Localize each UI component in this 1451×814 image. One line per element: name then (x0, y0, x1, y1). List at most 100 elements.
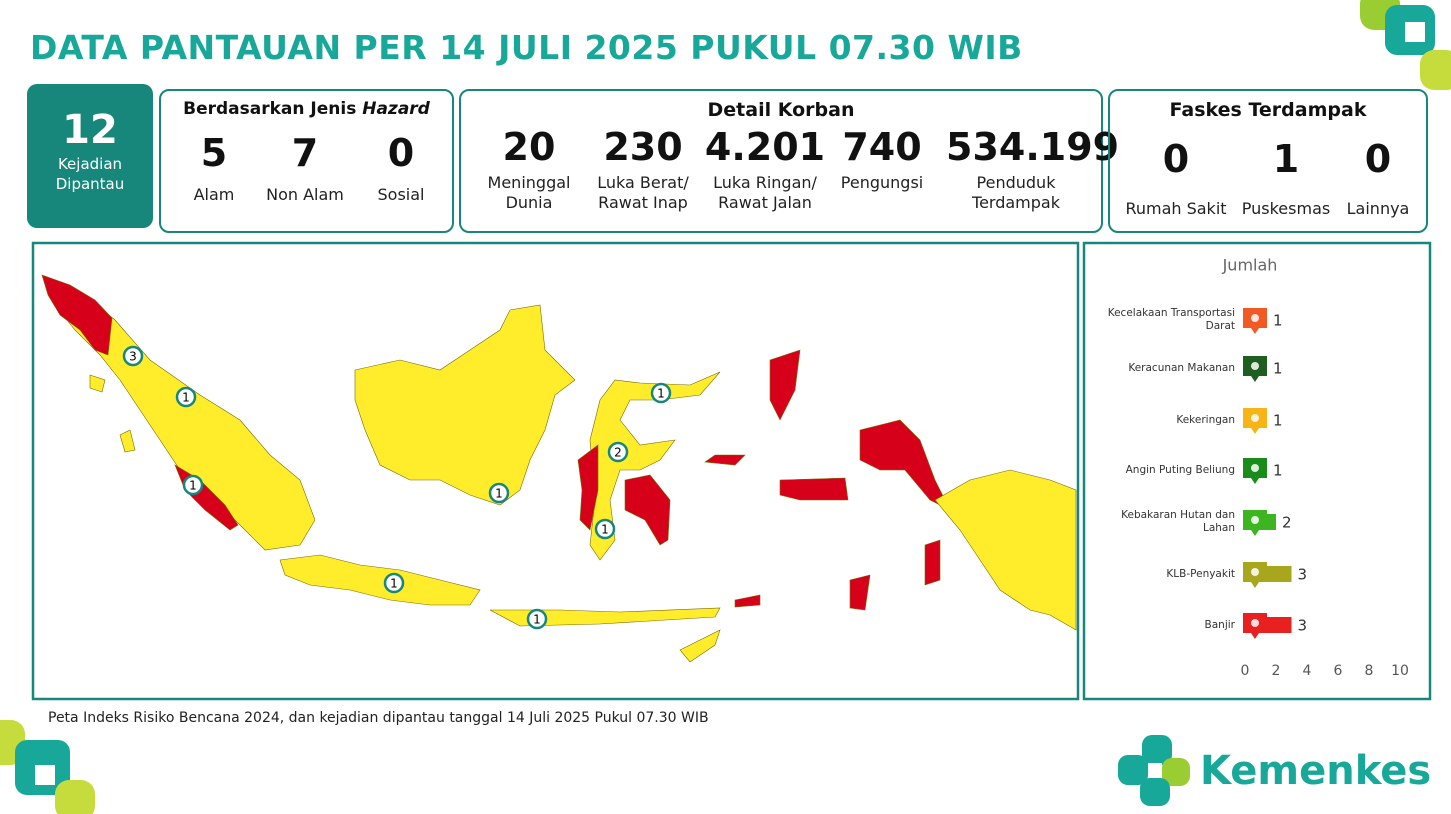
hazard-card: Berdasarkan Jenis Hazard 5 Alam 7 Non Alam 0… (159, 89, 454, 233)
y-tick-label: Kekeringan (1176, 413, 1235, 426)
bar-icon-glyph (1251, 619, 1259, 627)
value-label: 3 (1298, 566, 1308, 584)
map-marker-label: 1 (533, 613, 541, 627)
korban-label: Meninggal Dunia (487, 173, 571, 212)
faskes-value: 1 (1272, 137, 1300, 181)
map-marker (607, 441, 629, 463)
hazard-item: 7 Non Alam (255, 131, 355, 204)
map-marker (122, 345, 144, 367)
faskes-item: 0 Lainnya (1336, 137, 1420, 218)
hazard-item: 5 Alam (169, 131, 259, 204)
chart-frame (1082, 241, 1432, 701)
map-marker-label: 3 (129, 350, 137, 364)
map-marker-label: 1 (601, 523, 609, 537)
y-tick-label: Banjir (1204, 618, 1235, 631)
faskes-label: Puskesmas (1241, 199, 1331, 218)
y-tick-label: Kebakaran Hutan dan Lahan (1121, 509, 1235, 534)
hazard-value: 7 (291, 131, 319, 175)
bar-icon-glyph (1251, 568, 1259, 576)
korban-label: Pengungsi (840, 173, 924, 192)
korban-value: 740 (842, 125, 922, 169)
faskes-title: Faskes Terdampak (1169, 99, 1367, 121)
korban-title: Detail Korban (707, 99, 855, 121)
map (41, 274, 1077, 663)
korban-item: 4.201 Luka Ringan/ Rawat Jalan (703, 125, 827, 212)
hazard-title: Berdasarkan Jenis Hazard (161, 99, 452, 119)
bar-icon-glyph (1251, 362, 1259, 370)
map-marker (526, 608, 548, 630)
bar-icon-glyph (1251, 414, 1259, 422)
korban-item: 740 Pengungsi (827, 125, 937, 192)
value-label: 1 (1273, 312, 1283, 330)
korban-value: 4.201 (704, 125, 826, 169)
map-marker (182, 474, 204, 496)
faskes-item: 1 Puskesmas (1234, 137, 1338, 218)
map-marker-label: 1 (182, 391, 190, 405)
decoration-top (1360, 0, 1451, 90)
map-frame (31, 241, 1080, 701)
faskes-label: Rumah Sakit (1125, 199, 1227, 218)
faskes-card: Faskes Terdampak 0 Rumah Sakit 1 Puskesmas 0… (1108, 89, 1428, 233)
bar-icon-glyph (1251, 314, 1259, 322)
korban-value: 20 (502, 125, 556, 169)
hazard-label: Sosial (377, 185, 425, 204)
decoration-bottom (0, 720, 95, 814)
faskes-value: 0 (1162, 137, 1190, 181)
map-marker (650, 382, 672, 404)
map-marker-label: 2 (614, 446, 622, 460)
map-marker-label: 1 (495, 487, 503, 501)
summary-label: Kejadian Dipantau (55, 155, 125, 193)
x-tick-label: 4 (1303, 663, 1312, 679)
bar-icon-glyph (1251, 516, 1259, 524)
korban-item: 230 Luka Berat/ Rawat Inap (581, 125, 705, 212)
page-title: DATA PANTAUAN PER 14 JULI 2025 PUKUL 07.… (30, 28, 1023, 67)
value-label: 2 (1282, 514, 1292, 532)
x-tick-label: 10 (1391, 663, 1409, 679)
map-marker-label: 1 (390, 577, 398, 591)
x-tick-label: 8 (1365, 663, 1374, 679)
value-label: 3 (1298, 617, 1308, 635)
map-marker (383, 572, 405, 594)
y-tick-label: Kecelakaan Transportasi Darat (1107, 307, 1235, 332)
map-marker (594, 518, 616, 540)
bar-icon-glyph (1251, 464, 1259, 472)
hazard-value: 0 (387, 131, 415, 175)
summary-value: 12 (62, 107, 118, 153)
y-tick-label: Keracunan Makanan (1128, 361, 1235, 374)
hazard-label: Non Alam (266, 185, 344, 204)
summary-card: 12 Kejadian Dipantau (27, 84, 153, 228)
map-marker-label: 1 (189, 479, 197, 493)
y-tick-label: Angin Puting Beliung (1125, 463, 1235, 476)
logo-text: Kemenkes (1200, 748, 1431, 794)
map-caption: Peta Indeks Risiko Bencana 2024, dan kej… (48, 710, 709, 726)
korban-label: Penduduk Terdampak (972, 173, 1060, 212)
hazard-title-emphasis: Hazard (362, 99, 430, 119)
korban-label: Luka Berat/ Rawat Inap (597, 173, 689, 212)
axis-title: Jumlah (1222, 256, 1278, 275)
faskes-label: Lainnya (1346, 199, 1410, 218)
hazard-value: 5 (200, 131, 228, 175)
korban-item: 20 Meninggal Dunia (469, 125, 589, 212)
logo-icon (1118, 735, 1190, 806)
korban-value: 230 (603, 125, 683, 169)
value-label: 1 (1273, 412, 1283, 430)
x-tick-label: 2 (1272, 663, 1281, 679)
korban-card: Detail Korban 20 Meninggal Dunia 230 Luka B… (459, 89, 1120, 233)
hazard-label: Alam (193, 185, 235, 204)
map-marker-label: 1 (657, 387, 665, 401)
hazard-title-text: Berdasarkan Jenis (183, 99, 357, 119)
hazard-item: 0 Sosial (359, 131, 443, 204)
x-tick-label: 6 (1334, 663, 1343, 679)
faskes-value: 0 (1364, 137, 1392, 181)
map-marker (488, 482, 510, 504)
value-label: 1 (1273, 360, 1283, 378)
korban-value: 534.199 (946, 125, 1120, 169)
y-tick-label: KLB-Penyakit (1166, 567, 1235, 580)
map-marker (175, 386, 197, 408)
korban-label: Luka Ringan/ Rawat Jalan (713, 173, 817, 212)
faskes-item: 0 Rumah Sakit (1116, 137, 1236, 218)
value-label: 1 (1273, 462, 1283, 480)
x-tick-label: 0 (1241, 663, 1250, 679)
